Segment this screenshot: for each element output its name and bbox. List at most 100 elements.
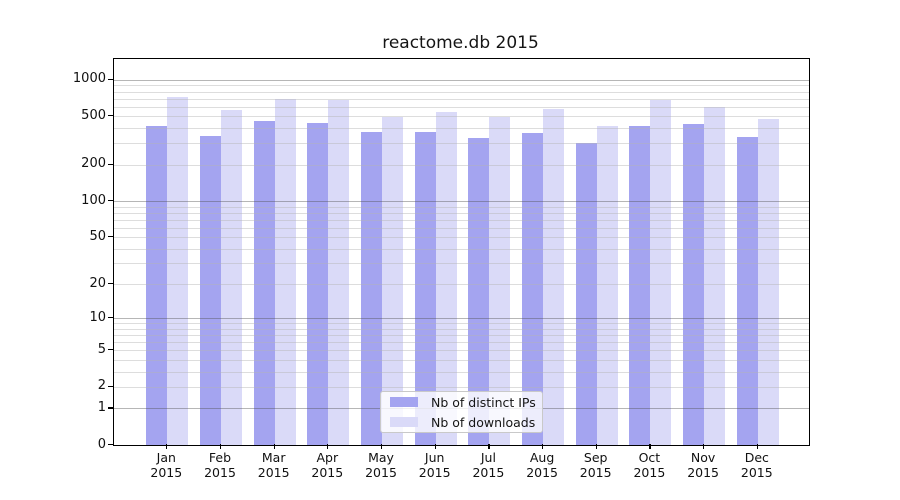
- y-tick-label-500: 500: [81, 107, 106, 123]
- gridline-700: [114, 98, 809, 100]
- y-tick-mark-200: [108, 163, 113, 165]
- y-tick-mark-5: [108, 349, 113, 351]
- bar-nb-of-distinct-ips-nov-2015: [683, 123, 705, 445]
- gridline-9: [114, 323, 809, 325]
- legend-label-downloads: Nb of downloads: [431, 414, 536, 430]
- gridline-20: [114, 284, 809, 285]
- x-tick-mark-oct-2015: [649, 444, 651, 449]
- y-tick-label-2: 2: [97, 378, 106, 394]
- gridline-50: [114, 237, 809, 239]
- gridline-2: [114, 386, 809, 388]
- y-tick-mark-0: [108, 444, 113, 446]
- x-tick-mark-dec-2015: [756, 444, 758, 449]
- x-tick-label-apr-2015: Apr 2015: [311, 450, 344, 480]
- bar-nb-of-distinct-ips-jun-2015: [414, 131, 436, 445]
- gridline-70: [114, 219, 809, 221]
- x-tick-label-jun-2015: Jun 2015: [418, 450, 451, 480]
- bar-nb-of-downloads-oct-2015: [650, 99, 672, 445]
- gridline-7: [114, 335, 809, 337]
- x-tick-label-dec-2015: Dec 2015: [740, 450, 773, 480]
- bar-nb-of-distinct-ips-dec-2015: [736, 137, 758, 445]
- legend-item-downloads: Nb of downloads: [390, 414, 542, 430]
- x-tick-mark-sep-2015: [595, 444, 597, 449]
- x-tick-label-feb-2015: Feb 2015: [204, 450, 236, 480]
- gridline-600: [114, 106, 809, 108]
- bar-nb-of-distinct-ips-feb-2015: [199, 135, 221, 445]
- gridline-30: [114, 263, 809, 265]
- y-tick-label-50: 50: [89, 228, 106, 244]
- x-tick-label-sep-2015: Sep 2015: [579, 450, 612, 480]
- bar-nb-of-downloads-aug-2015: [543, 108, 565, 445]
- x-tick-label-may-2015: May 2015: [365, 450, 397, 480]
- x-tick-label-nov-2015: Nov 2015: [687, 450, 719, 480]
- bar-nb-of-distinct-ips-jan-2015: [146, 125, 168, 445]
- bar-nb-of-distinct-ips-oct-2015: [629, 125, 651, 445]
- y-tick-mark-1: [108, 407, 113, 409]
- gridline-8: [114, 328, 809, 330]
- gridline-3: [114, 371, 809, 373]
- bar-nb-of-distinct-ips-mar-2015: [253, 120, 275, 445]
- x-tick-mark-jul-2015: [488, 444, 490, 449]
- bar-nb-of-distinct-ips-aug-2015: [522, 133, 544, 445]
- chart-title: reactome.db 2015: [382, 33, 539, 53]
- y-tick-mark-50: [108, 236, 113, 238]
- y-tick-label-5: 5: [97, 341, 106, 357]
- bar-nb-of-distinct-ips-jul-2015: [468, 137, 490, 445]
- y-tick-mark-1000: [108, 78, 113, 80]
- plot-area: Nb of distinct IPs Nb of downloads: [113, 58, 810, 446]
- gridline-40: [114, 248, 809, 250]
- legend-swatch-distinct-ips-icon: [390, 397, 418, 407]
- gridline-60: [114, 227, 809, 229]
- y-tick-label-100: 100: [81, 192, 106, 208]
- x-tick-mark-feb-2015: [220, 444, 222, 449]
- x-tick-mark-mar-2015: [273, 444, 275, 449]
- bar-nb-of-downloads-apr-2015: [328, 99, 350, 445]
- gridline-900: [114, 85, 809, 87]
- bar-nb-of-downloads-nov-2015: [704, 106, 726, 445]
- gridline-100: [114, 201, 809, 202]
- y-tick-mark-100: [108, 200, 113, 202]
- gridline-200: [114, 164, 809, 166]
- bars-layer: [114, 59, 809, 445]
- bar-nb-of-downloads-may-2015: [382, 116, 404, 445]
- x-tick-mark-jan-2015: [166, 444, 168, 449]
- legend: Nb of distinct IPs Nb of downloads: [380, 391, 543, 433]
- x-tick-mark-nov-2015: [703, 444, 705, 449]
- x-tick-mark-aug-2015: [542, 444, 544, 449]
- x-tick-mark-jun-2015: [434, 444, 436, 449]
- y-tick-mark-500: [108, 115, 113, 117]
- x-tick-label-oct-2015: Oct 2015: [633, 450, 666, 480]
- bar-nb-of-downloads-dec-2015: [757, 119, 779, 445]
- x-tick-label-mar-2015: Mar 2015: [257, 450, 290, 480]
- x-tick-label-jul-2015: Jul 2015: [472, 450, 505, 480]
- x-tick-mark-may-2015: [381, 444, 383, 449]
- y-tick-mark-20: [108, 283, 113, 285]
- bar-nb-of-distinct-ips-sep-2015: [575, 142, 597, 445]
- gridline-5: [114, 350, 809, 352]
- bar-nb-of-downloads-jan-2015: [167, 97, 189, 445]
- gridline-10: [114, 318, 809, 320]
- legend-label-distinct-ips: Nb of distinct IPs: [431, 394, 536, 410]
- y-tick-mark-2: [108, 385, 113, 388]
- legend-swatch-downloads-icon: [390, 417, 418, 427]
- bar-nb-of-downloads-feb-2015: [220, 109, 242, 445]
- gridline-500: [114, 116, 809, 118]
- y-tick-label-0: 0: [97, 436, 106, 452]
- y-tick-label-200: 200: [81, 156, 106, 172]
- gridlines-layer: [114, 59, 809, 445]
- bar-nb-of-downloads-sep-2015: [596, 125, 618, 445]
- x-tick-label-jan-2015: Jan 2015: [150, 450, 183, 480]
- y-tick-label-10: 10: [89, 309, 106, 325]
- gridline-400: [114, 128, 809, 130]
- gridline-300: [114, 143, 809, 145]
- gridline-1000: [114, 79, 809, 81]
- gridline-800: [114, 91, 809, 93]
- y-tick-label-1: 1: [97, 399, 106, 415]
- bar-nb-of-distinct-ips-apr-2015: [307, 123, 329, 445]
- y-tick-label-1000: 1000: [72, 71, 106, 87]
- y-tick-mark-10: [108, 317, 113, 319]
- x-tick-mark-apr-2015: [327, 444, 329, 449]
- bar-nb-of-downloads-jul-2015: [489, 117, 511, 445]
- bar-nb-of-downloads-jun-2015: [435, 112, 457, 445]
